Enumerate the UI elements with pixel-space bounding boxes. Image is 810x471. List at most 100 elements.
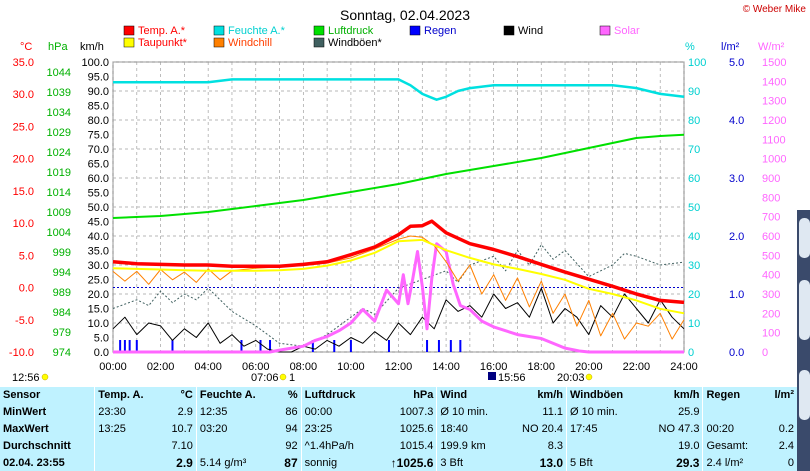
stats-cell: 17:45: [566, 420, 643, 438]
solar-tick-label: 300: [762, 289, 780, 301]
statistics-table: Sensor Temp. A. °C Feuchte A. % Luftdruc…: [0, 387, 797, 471]
stats-header-pressure: Luftdruck: [300, 387, 375, 404]
stats-cell: MaxWert: [3, 422, 49, 435]
stats-header-rain-unit: l/m²: [774, 389, 794, 402]
humidity-tick-label: 0: [688, 347, 694, 359]
sunset-icon: [585, 373, 593, 381]
x-tick-label: 04:00: [194, 361, 222, 373]
series-line-taupunkt: [112, 238, 685, 315]
x-tick-label: 14:00: [432, 361, 460, 373]
stats-cell: Ø 10 min.: [566, 403, 643, 421]
stats-cell: 13.0: [539, 455, 563, 470]
legend-label: Luftdruck: [328, 25, 374, 37]
temp-tick-label: 5.0: [19, 250, 34, 262]
x-tick-label: 10:00: [337, 361, 365, 373]
legend-swatch: [213, 25, 225, 36]
stats-cell: 29.3: [676, 455, 700, 470]
legend-swatch: [599, 25, 611, 36]
stats-cell: [195, 437, 276, 455]
moon-phase-label: 1: [289, 372, 295, 383]
pressure-tick-label: 1034: [47, 107, 71, 119]
pressure-tick-label: 1009: [47, 207, 71, 219]
stats-cell: MinWert: [3, 406, 47, 419]
pressure-tick-label: 999: [53, 247, 71, 259]
window-edge-strip: [797, 210, 810, 471]
stats-cell: [94, 454, 161, 471]
stats-cell: 2.4 l/m²: [702, 454, 765, 471]
sunrise-icon: [279, 373, 287, 381]
wind-tick-label: 85.0: [88, 101, 109, 113]
rain-tick-label: 4.0: [729, 115, 744, 127]
humidity-tick-label: 90: [688, 86, 700, 98]
stats-cell: 2.9: [177, 406, 193, 419]
stats-cell: sonnig: [300, 454, 375, 471]
series-line-temp-a: [112, 219, 685, 305]
solar-tick-label: 1100: [762, 134, 786, 146]
wind-tick-label: 10.0: [88, 318, 109, 330]
stats-cell: ^1.4hPa/h: [300, 437, 375, 455]
wind-tick-label: 40.0: [88, 231, 109, 243]
stats-cell: 92: [285, 439, 298, 452]
stats-cell: 8.3: [547, 439, 563, 452]
wind-tick-label: 35.0: [88, 246, 109, 258]
pressure-tick-label: 1019: [47, 167, 71, 179]
stats-header-temp-unit: °C: [180, 389, 193, 402]
wind-tick-label: 95.0: [88, 72, 109, 84]
rain-tick-label: 5.0: [729, 57, 744, 69]
rain-bar: [119, 340, 122, 352]
series-line-feuchte-a: [113, 78, 685, 101]
rain-tick-label: 0.0: [729, 347, 744, 359]
moonrise-icon: [488, 372, 496, 380]
series-line-windchill: [112, 235, 685, 340]
rain-bar: [240, 340, 243, 352]
rain-tick-label: 3.0: [729, 173, 744, 185]
series-line-luftdruck: [112, 133, 685, 219]
x-tick-label: 02:00: [147, 361, 175, 373]
stats-cell: 1007.3: [399, 406, 434, 419]
stats-cell: 23:25: [300, 420, 375, 438]
stats-row-average: Durchschnitt 7.10 92 ^1.4hPa/h 1015.4 19…: [0, 437, 797, 455]
temp-tick-label: 30.0: [13, 89, 34, 101]
stats-cell: 02.04. 23:55: [3, 456, 65, 469]
rain-bar: [387, 340, 390, 352]
legend-label: Wind: [518, 25, 543, 37]
temp-unit-label: °C: [20, 41, 32, 53]
solar-tick-label: 1500: [762, 57, 786, 69]
humidity-tick-label: 50: [688, 202, 700, 214]
temp-tick-label: 15.0: [13, 186, 34, 198]
stats-cell: 2.9: [176, 455, 193, 470]
stats-header-humidity-unit: %: [287, 389, 298, 402]
stats-cell: 23:30: [94, 403, 161, 421]
wind-tick-label: 50.0: [88, 202, 109, 214]
x-tick-label: 16:00: [480, 361, 508, 373]
solar-tick-label: 1200: [762, 115, 786, 127]
legend-label: Regen: [424, 25, 456, 37]
stats-header-wind: Wind: [436, 387, 506, 404]
temp-tick-label: 20.0: [13, 154, 34, 166]
stats-header-humidity: Feuchte A.: [195, 387, 276, 404]
rain-bar: [128, 340, 131, 352]
x-tick-label: 08:00: [290, 361, 318, 373]
legend-label: Taupunkt*: [138, 37, 188, 49]
rain-bar: [259, 340, 262, 352]
humidity-tick-label: 100: [688, 57, 706, 69]
stats-cell: 12:35: [195, 403, 276, 421]
humidity-tick-label: 10: [688, 318, 700, 330]
stats-cell: 0.2: [778, 422, 794, 435]
humidity-tick-label: 20: [688, 289, 700, 301]
stats-cell: 00:00: [300, 403, 375, 421]
sunrise-time: 07:06: [251, 372, 279, 383]
solar-tick-label: 800: [762, 192, 780, 204]
solar-tick-label: 900: [762, 173, 780, 185]
stats-header-gust-unit: km/h: [673, 389, 700, 402]
sunset-time: 20:03: [557, 372, 585, 383]
x-tick-label: 20:00: [575, 361, 603, 373]
temp-tick-label: -5.0: [15, 315, 34, 327]
humidity-tick-label: 30: [688, 260, 700, 272]
solar-tick-label: 0: [762, 347, 768, 359]
rain-bar: [269, 340, 272, 352]
pressure-tick-label: 984: [53, 307, 71, 319]
stats-cell: 5 Bft: [566, 454, 643, 471]
rain-bar: [349, 340, 352, 352]
wind-tick-label: 100.0: [81, 57, 109, 69]
